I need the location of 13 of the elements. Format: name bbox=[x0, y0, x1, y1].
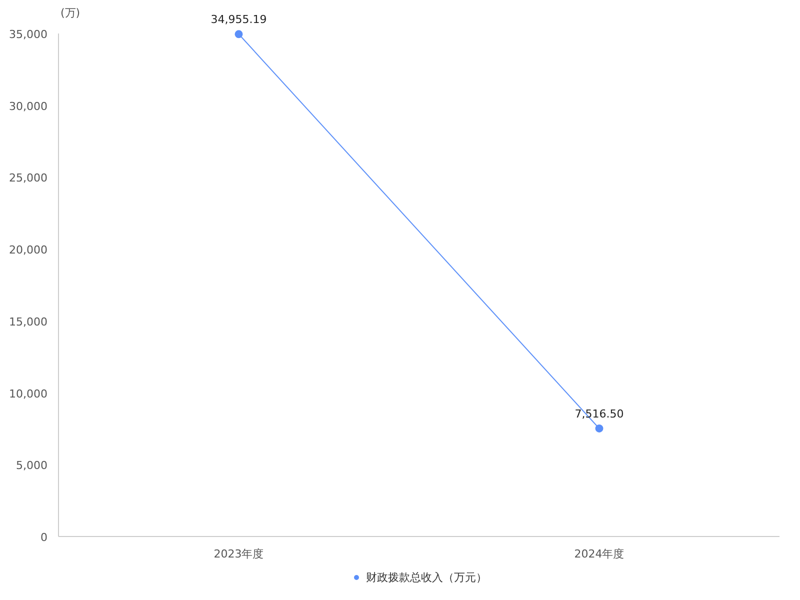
y-tick-label: 0 bbox=[40, 531, 48, 544]
y-tick-label: 35,000 bbox=[9, 28, 48, 41]
legend-label: 财政拨款总收入（万元） bbox=[366, 570, 487, 584]
y-tick-label: 15,000 bbox=[9, 315, 48, 328]
x-tick-label: 2024年度 bbox=[574, 548, 624, 560]
text: 34,955.19 bbox=[210, 13, 267, 26]
y-tick-label: 30,000 bbox=[9, 100, 48, 113]
y-axis-title: (万) bbox=[60, 6, 80, 20]
y-tick-label: 25,000 bbox=[9, 172, 48, 185]
y-tick-label: 20,000 bbox=[9, 244, 48, 257]
y-tick-label: 10,000 bbox=[9, 387, 48, 400]
x-tick-label: 2023年度 bbox=[214, 548, 264, 560]
y-tick-label: 5,000 bbox=[16, 459, 48, 472]
